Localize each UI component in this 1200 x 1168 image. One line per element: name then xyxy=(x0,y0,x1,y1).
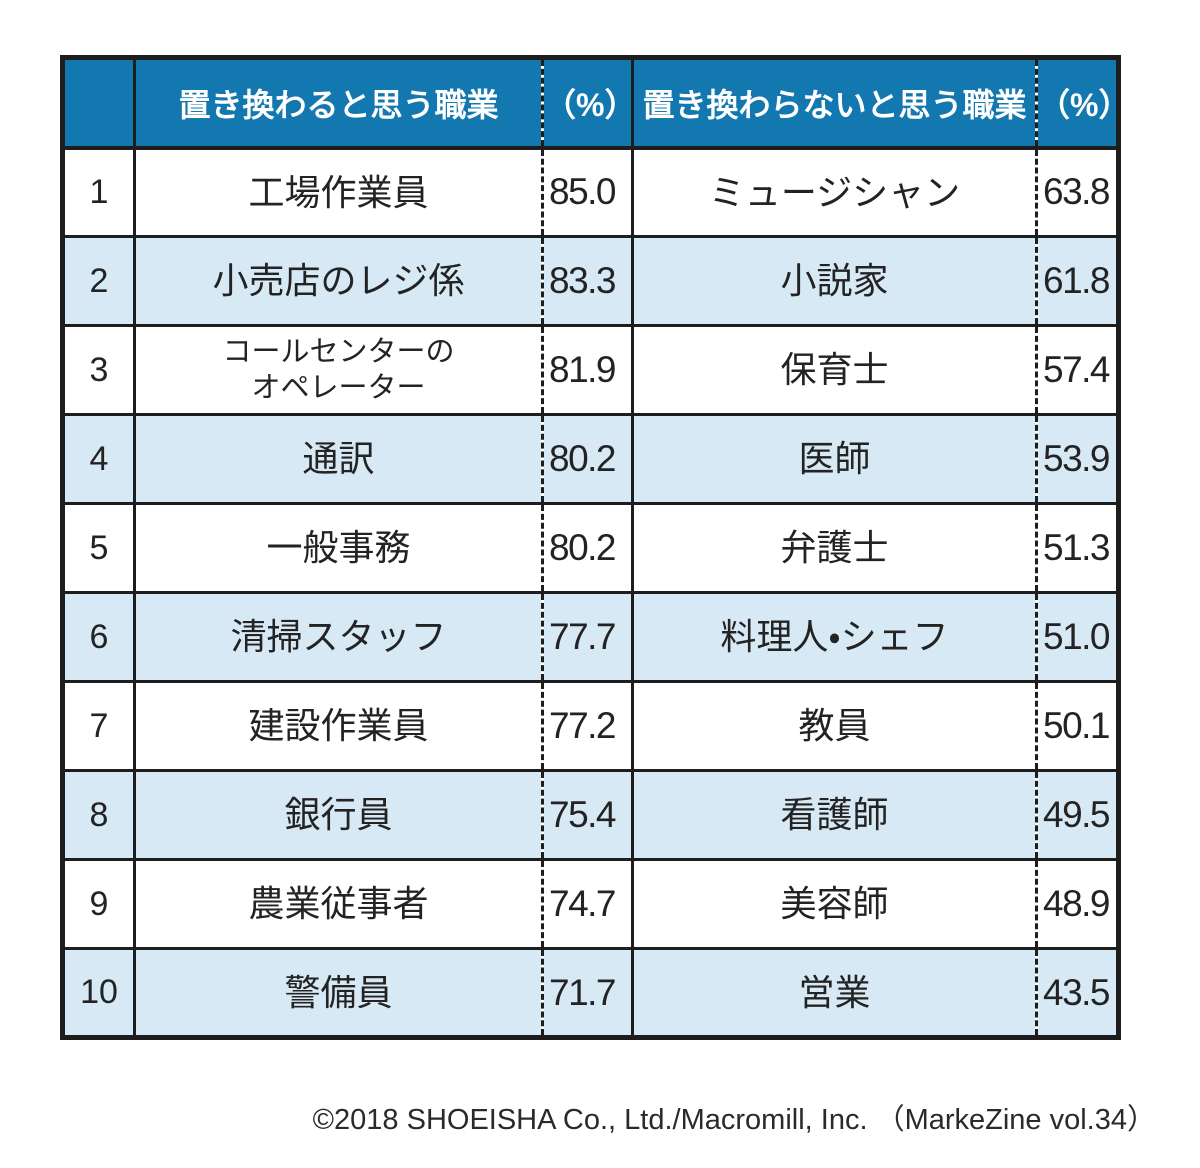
table-row: 5 一般事務 80.2 弁護士 51.3 xyxy=(62,502,1119,594)
left-percent-cell: 80.2 xyxy=(541,413,633,505)
rank-cell: 9 xyxy=(62,858,136,950)
job-replacement-ranking-table: 置き換わると思う職業 （%） 置き換わらないと思う職業 （%） 1 工場作業員 … xyxy=(60,55,1121,1040)
rank-cell: 4 xyxy=(62,413,136,505)
left-percent-cell: 77.2 xyxy=(541,680,633,772)
table-row: 2 小売店のレジ係 83.3 小説家 61.8 xyxy=(62,235,1119,327)
copyright-credit: ©2018 SHOEISHA Co., Ltd./Macromill, Inc.… xyxy=(312,1104,1156,1136)
left-job-cell: 農業従事者 xyxy=(134,858,543,950)
replaceable-jobs-header: 置き換わると思う職業 xyxy=(134,56,543,150)
left-percent-cell: 77.7 xyxy=(541,591,633,683)
left-percent-cell: 83.3 xyxy=(541,235,633,327)
table-row: 10 警備員 71.7 営業 43.5 xyxy=(62,947,1119,1039)
right-job-cell: 弁護士 xyxy=(631,502,1037,594)
table-row: 8 銀行員 75.4 看護師 49.5 xyxy=(62,769,1119,861)
left-percent-cell: 74.7 xyxy=(541,858,633,950)
table-row: 7 建設作業員 77.2 教員 50.1 xyxy=(62,680,1119,772)
left-job-cell: 小売店のレジ係 xyxy=(134,235,543,327)
not-replaceable-percent-header: （%） xyxy=(1035,56,1119,150)
not-replaceable-jobs-header: 置き換わらないと思う職業 xyxy=(631,56,1037,150)
table-row: 1 工場作業員 85.0 ミュージシャン 63.8 xyxy=(62,146,1119,238)
left-job-cell: 工場作業員 xyxy=(134,146,543,238)
right-percent-cell: 43.5 xyxy=(1035,947,1119,1039)
right-percent-cell: 57.4 xyxy=(1035,324,1119,416)
right-job-cell: 小説家 xyxy=(631,235,1037,327)
left-job-cell: コールセンターの オペレーター xyxy=(134,324,543,416)
right-percent-cell: 50.1 xyxy=(1035,680,1119,772)
right-percent-cell: 53.9 xyxy=(1035,413,1119,505)
table-row: 9 農業従事者 74.7 美容師 48.9 xyxy=(62,858,1119,950)
right-job-cell: 料理人・シェフ xyxy=(631,591,1037,683)
header-row: 置き換わると思う職業 （%） 置き換わらないと思う職業 （%） xyxy=(62,56,1119,150)
right-job-cell: ミュージシャン xyxy=(631,146,1037,238)
rank-cell: 1 xyxy=(62,146,136,238)
left-percent-cell: 80.2 xyxy=(541,502,633,594)
left-job-cell: 銀行員 xyxy=(134,769,543,861)
right-percent-cell: 51.0 xyxy=(1035,591,1119,683)
left-job-cell: 清掃スタッフ xyxy=(134,591,543,683)
right-percent-cell: 51.3 xyxy=(1035,502,1119,594)
right-percent-cell: 48.9 xyxy=(1035,858,1119,950)
left-percent-cell: 71.7 xyxy=(541,947,633,1039)
right-job-cell: 看護師 xyxy=(631,769,1037,861)
rank-cell: 2 xyxy=(62,235,136,327)
rank-cell: 10 xyxy=(62,947,136,1039)
right-job-cell: 美容師 xyxy=(631,858,1037,950)
table-row: 6 清掃スタッフ 77.7 料理人・シェフ 51.0 xyxy=(62,591,1119,683)
right-percent-cell: 61.8 xyxy=(1035,235,1119,327)
rank-cell: 3 xyxy=(62,324,136,416)
rank-cell: 7 xyxy=(62,680,136,772)
right-job-cell: 営業 xyxy=(631,947,1037,1039)
rank-cell: 5 xyxy=(62,502,136,594)
right-job-cell: 保育士 xyxy=(631,324,1037,416)
right-percent-cell: 63.8 xyxy=(1035,146,1119,238)
left-percent-cell: 85.0 xyxy=(541,146,633,238)
rank-cell: 6 xyxy=(62,591,136,683)
replaceable-percent-header: （%） xyxy=(541,56,633,150)
rank-header-cell xyxy=(62,56,136,150)
rank-cell: 8 xyxy=(62,769,136,861)
right-job-cell: 医師 xyxy=(631,413,1037,505)
left-job-cell: 通訳 xyxy=(134,413,543,505)
table-row: 4 通訳 80.2 医師 53.9 xyxy=(62,413,1119,505)
right-job-cell: 教員 xyxy=(631,680,1037,772)
table-row: 3 コールセンターの オペレーター 81.9 保育士 57.4 xyxy=(62,324,1119,416)
left-percent-cell: 75.4 xyxy=(541,769,633,861)
left-job-cell: 建設作業員 xyxy=(134,680,543,772)
right-percent-cell: 49.5 xyxy=(1035,769,1119,861)
left-job-cell: 一般事務 xyxy=(134,502,543,594)
left-job-cell: 警備員 xyxy=(134,947,543,1039)
left-percent-cell: 81.9 xyxy=(541,324,633,416)
